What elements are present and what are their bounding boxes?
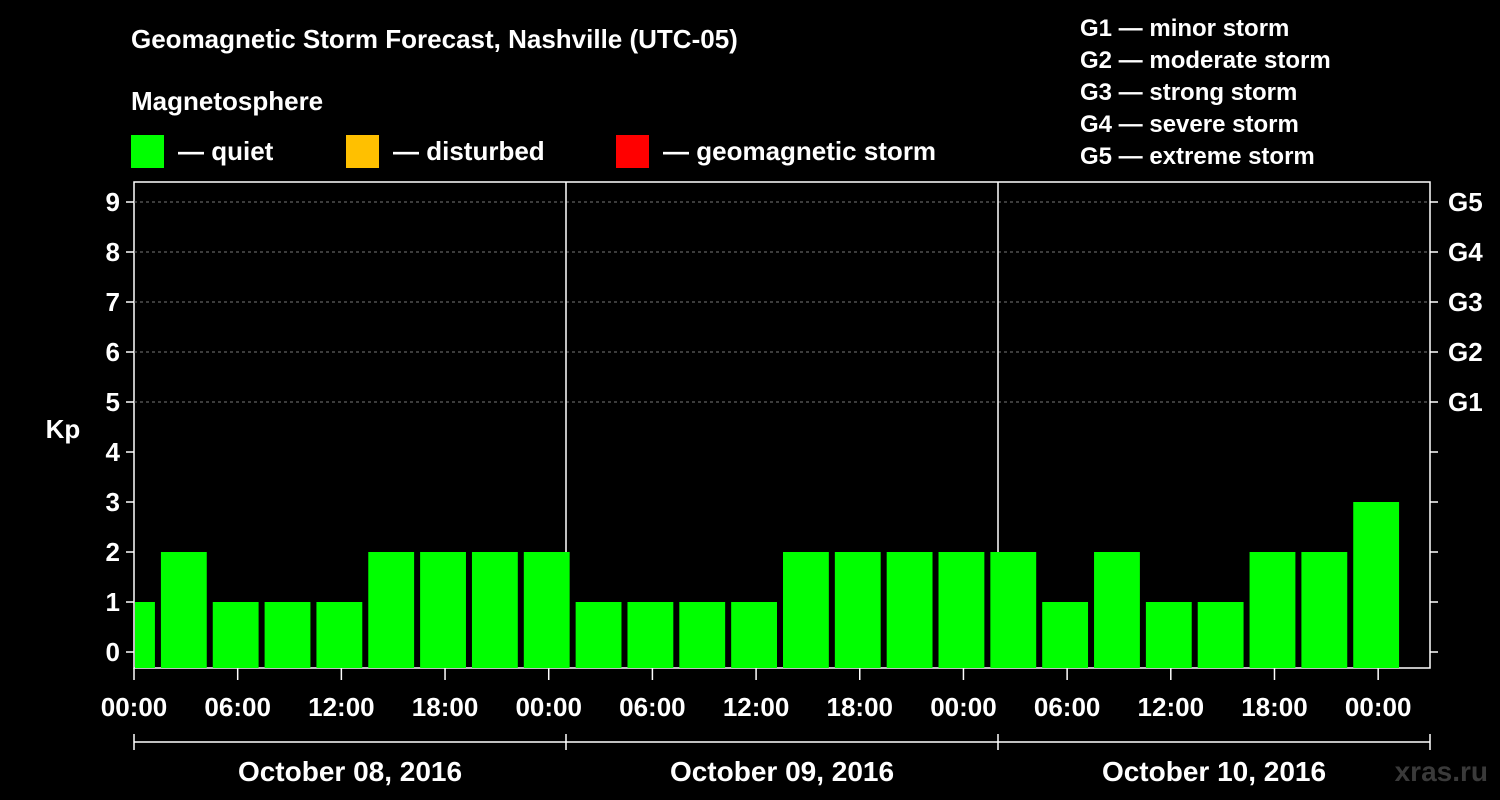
watermark: xras.ru xyxy=(1394,756,1488,787)
kp-bar xyxy=(938,552,985,668)
x-tick-label: 06:00 xyxy=(204,692,271,722)
storm-level-g4: G4 — severe storm xyxy=(1080,111,1299,138)
kp-bar xyxy=(420,552,466,668)
kp-bar xyxy=(990,552,1037,668)
plot-frame xyxy=(133,181,1431,669)
day-label: October 10, 2016 xyxy=(1102,756,1326,787)
kp-bar xyxy=(1042,602,1089,668)
storm-level-g5: G5 — extreme storm xyxy=(1080,143,1315,170)
x-tick-label: 12:00 xyxy=(308,692,375,722)
x-tick-label: 18:00 xyxy=(1241,692,1308,722)
kp-bar xyxy=(1094,552,1140,668)
x-tick-label: 18:00 xyxy=(412,692,479,722)
y-axis-label: Kp xyxy=(46,414,81,444)
g-level-label: G5 xyxy=(1448,187,1483,217)
legend-disturbed-swatch xyxy=(346,134,379,168)
kp-bar xyxy=(627,602,674,668)
x-tick-label: 18:00 xyxy=(827,692,894,722)
kp-bar xyxy=(368,552,415,668)
chart-title: Geomagnetic Storm Forecast, Nashville (U… xyxy=(131,24,738,54)
kp-bar xyxy=(471,552,518,668)
legend-storm-label: — geomagnetic storm xyxy=(663,135,937,166)
kp-bar xyxy=(316,602,363,668)
y-tick-label: 0 xyxy=(106,637,120,667)
chart-subtitle: Magnetosphere xyxy=(131,86,324,116)
legend-disturbed: — disturbed xyxy=(346,134,545,168)
g-level-label: G3 xyxy=(1448,287,1483,317)
kp-bar xyxy=(1197,602,1244,668)
y-tick-label: 9 xyxy=(106,187,120,217)
kp-bar xyxy=(679,602,726,668)
x-tick-label: 12:00 xyxy=(1138,692,1205,722)
kp-bar xyxy=(1353,502,1400,668)
kp-bar xyxy=(886,552,933,668)
day-label: October 09, 2016 xyxy=(670,756,894,787)
y-tick-label: 5 xyxy=(106,387,120,417)
x-tick-label: 00:00 xyxy=(515,692,582,722)
y-tick-label: 4 xyxy=(106,437,121,467)
storm-level-g2: G2 — moderate storm xyxy=(1080,47,1331,74)
kp-bar xyxy=(160,552,207,668)
legend-quiet: — quiet xyxy=(131,134,273,168)
kp-bar xyxy=(834,552,881,668)
x-tick-label: 00:00 xyxy=(930,692,997,722)
kp-bar xyxy=(1301,552,1348,668)
y-tick-label: 8 xyxy=(106,237,120,267)
y-tick-label: 3 xyxy=(106,487,120,517)
legend-quiet-swatch xyxy=(131,134,164,168)
kp-bar xyxy=(135,602,155,668)
g-level-label: G2 xyxy=(1448,337,1483,367)
day-label: October 08, 2016 xyxy=(238,756,462,787)
x-tick-label: 06:00 xyxy=(1034,692,1101,722)
y-tick-label: 1 xyxy=(106,587,120,617)
legend-storm-swatch xyxy=(616,134,649,168)
kp-bar xyxy=(212,602,259,668)
g-level-label: G1 xyxy=(1448,387,1483,417)
g-level-label: G4 xyxy=(1448,237,1483,267)
kp-bar xyxy=(731,602,777,668)
legend-quiet-label: — quiet xyxy=(178,135,274,166)
y-tick-label: 2 xyxy=(106,537,120,567)
storm-level-g3: G3 — strong storm xyxy=(1080,79,1298,106)
storm-level-g1: G1 — minor storm xyxy=(1080,15,1290,42)
x-tick-label: 06:00 xyxy=(619,692,686,722)
x-tick-label: 12:00 xyxy=(723,692,790,722)
kp-bar xyxy=(1145,602,1192,668)
x-tick-label: 00:00 xyxy=(1345,692,1412,722)
legend-storm: — geomagnetic storm xyxy=(616,134,936,168)
legend-disturbed-label: — disturbed xyxy=(393,135,545,166)
kp-bar xyxy=(575,602,622,668)
y-tick-label: 7 xyxy=(106,287,120,317)
kp-bar xyxy=(1249,552,1296,668)
kp-bar xyxy=(783,552,829,668)
y-tick-label: 6 xyxy=(106,337,120,367)
x-tick-label: 00:00 xyxy=(101,692,168,722)
kp-bar xyxy=(523,552,570,668)
kp-bar xyxy=(264,602,311,668)
